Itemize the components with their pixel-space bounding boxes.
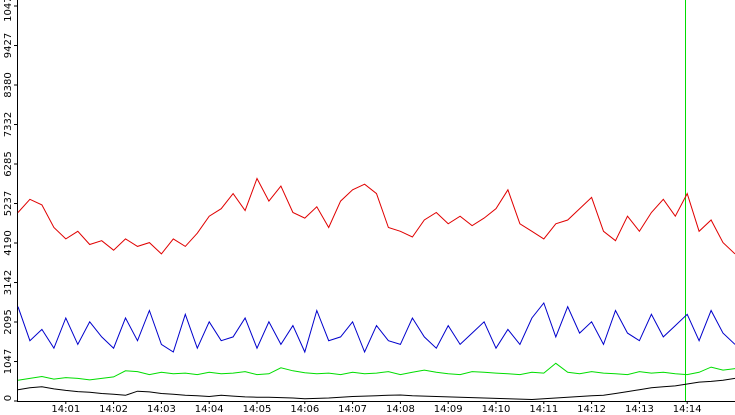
y-tick-label: 4190: [3, 230, 14, 255]
x-tick-label: 14:12: [577, 404, 606, 415]
y-tick-label: 10475: [3, 0, 14, 22]
y-tick-label: 9427: [3, 33, 14, 58]
x-tick-label: 14:03: [147, 404, 176, 415]
series-line: [17, 301, 735, 354]
x-tick-label: 14:02: [99, 404, 128, 415]
y-tick-label: 7332: [3, 112, 14, 137]
y-tick-label: 2095: [3, 309, 14, 334]
y-tick-label: 3142: [3, 270, 14, 295]
y-tick-label: 8380: [3, 72, 14, 97]
x-tick-label: 14:11: [529, 404, 558, 415]
y-tick-label: 6285: [3, 151, 14, 176]
x-tick-label: 14:09: [434, 404, 463, 415]
x-tick-label: 14:04: [195, 404, 224, 415]
x-tick-label: 14:13: [625, 404, 654, 415]
x-tick-label: 14:14: [673, 404, 702, 415]
x-tick-label: 14:05: [243, 404, 272, 415]
y-tick-label: 0: [3, 395, 14, 401]
series-line: [17, 362, 735, 381]
x-tick-label: 14:07: [338, 404, 367, 415]
y-tick-label: 5237: [3, 191, 14, 216]
x-tick-label: 14:10: [482, 404, 511, 415]
series-line: [17, 377, 735, 401]
y-tick-label: 1047: [3, 349, 14, 374]
x-tick-label: 14:06: [290, 404, 319, 415]
x-tick-label: 14:08: [386, 404, 415, 415]
x-tick-label: 14:01: [51, 404, 80, 415]
series-line: [17, 177, 735, 255]
